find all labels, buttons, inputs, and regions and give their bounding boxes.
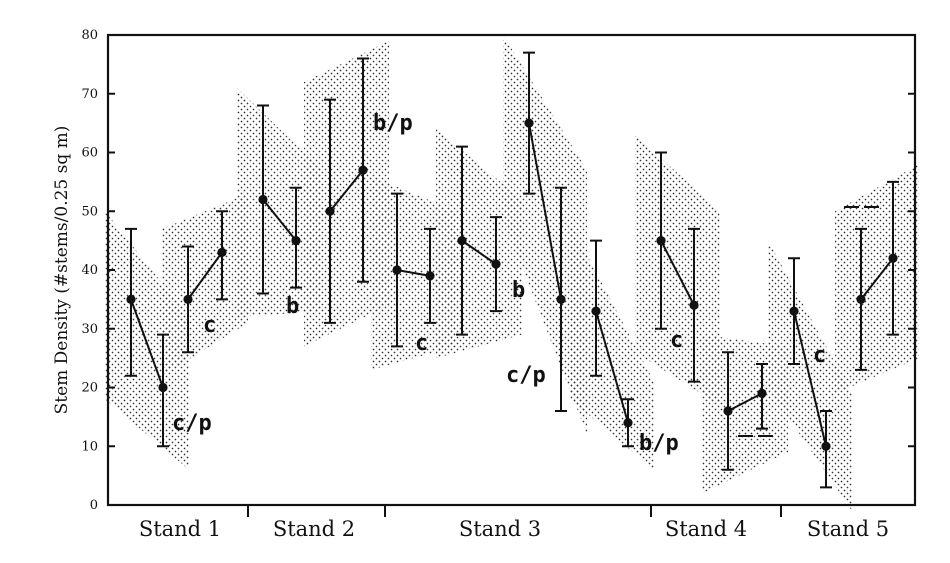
confidence-band <box>237 87 322 317</box>
mean-point <box>524 118 534 128</box>
chart-labels: c/p c b b/p c b c/p b/p c c <box>172 111 826 456</box>
y-tick-label: 0 <box>90 498 98 513</box>
connector-line <box>329 169 364 212</box>
mean-point <box>821 441 831 451</box>
mean-point <box>217 247 227 257</box>
mean-point <box>888 253 898 263</box>
connector-line <box>660 240 695 306</box>
connector-line <box>860 257 894 300</box>
mean-point <box>723 406 733 416</box>
y-tick-label: 70 <box>81 87 98 102</box>
connector-line <box>727 392 763 412</box>
y-tick-label: 30 <box>81 322 98 337</box>
pair-label: c/p <box>506 363 546 388</box>
mean-point <box>491 259 501 269</box>
pair-label: b/p <box>373 111 413 136</box>
pair-label: c <box>415 331 428 356</box>
confidence-band <box>503 35 587 435</box>
confidence-band <box>635 134 720 406</box>
mean-point <box>291 236 301 246</box>
mean-point <box>183 294 193 304</box>
connector-line <box>595 310 629 424</box>
plot-frame: 0 10 20 30 40 50 60 70 80 Stem Density (#stems/0.… <box>52 28 917 541</box>
mean-point <box>757 388 767 398</box>
confidence-bands <box>105 35 919 511</box>
pair-label: c <box>670 328 683 353</box>
y-tick-label: 50 <box>81 204 98 219</box>
connector-line <box>262 198 297 242</box>
confidence-band <box>162 193 248 376</box>
y-axis-title: Stem Density (#stems/0.25 sq m) <box>52 126 72 415</box>
mean-point <box>392 265 402 275</box>
y-tick-label: 40 <box>81 263 98 278</box>
mean-point <box>556 294 566 304</box>
mean-point <box>856 294 866 304</box>
connector-line <box>793 310 827 447</box>
y-tick-label: 80 <box>81 28 98 43</box>
pair-label: c <box>813 343 826 368</box>
pair-label: b/p <box>639 431 679 456</box>
y-tick-label: 20 <box>81 381 98 396</box>
mean-point <box>457 236 467 246</box>
connector-line <box>187 251 223 300</box>
mean-point <box>358 165 368 175</box>
group-label: Stand 4 <box>665 517 747 541</box>
confidence-band <box>702 334 788 494</box>
connector-line <box>528 122 562 300</box>
mean-point <box>591 306 601 316</box>
mean-point <box>623 418 633 428</box>
confidence-band <box>436 129 522 359</box>
y-tick-label: 10 <box>81 439 98 454</box>
group-label: Stand 3 <box>459 517 541 541</box>
group-label: Stand 2 <box>273 517 355 541</box>
group-label: Stand 5 <box>807 517 889 541</box>
mean-point <box>325 206 335 216</box>
pair-label: b <box>286 294 299 319</box>
connector-line <box>396 269 431 277</box>
pair-label: b <box>512 278 525 303</box>
mean-point <box>425 271 435 281</box>
data-series <box>125 51 899 489</box>
mean-point <box>126 294 136 304</box>
pair-label: c <box>203 313 216 338</box>
pair-label: c/p <box>172 411 212 436</box>
confidence-band <box>570 223 654 470</box>
mean-point <box>789 306 799 316</box>
mean-point <box>158 382 168 393</box>
confidence-band <box>304 40 389 347</box>
confidence-band <box>105 211 189 470</box>
mean-point <box>656 236 666 246</box>
connector-line <box>461 239 497 265</box>
connector-line <box>130 299 164 388</box>
mean-point <box>258 194 268 205</box>
group-label: Stand 1 <box>139 517 221 541</box>
y-tick-label: 60 <box>81 146 98 161</box>
mean-point <box>689 300 699 310</box>
